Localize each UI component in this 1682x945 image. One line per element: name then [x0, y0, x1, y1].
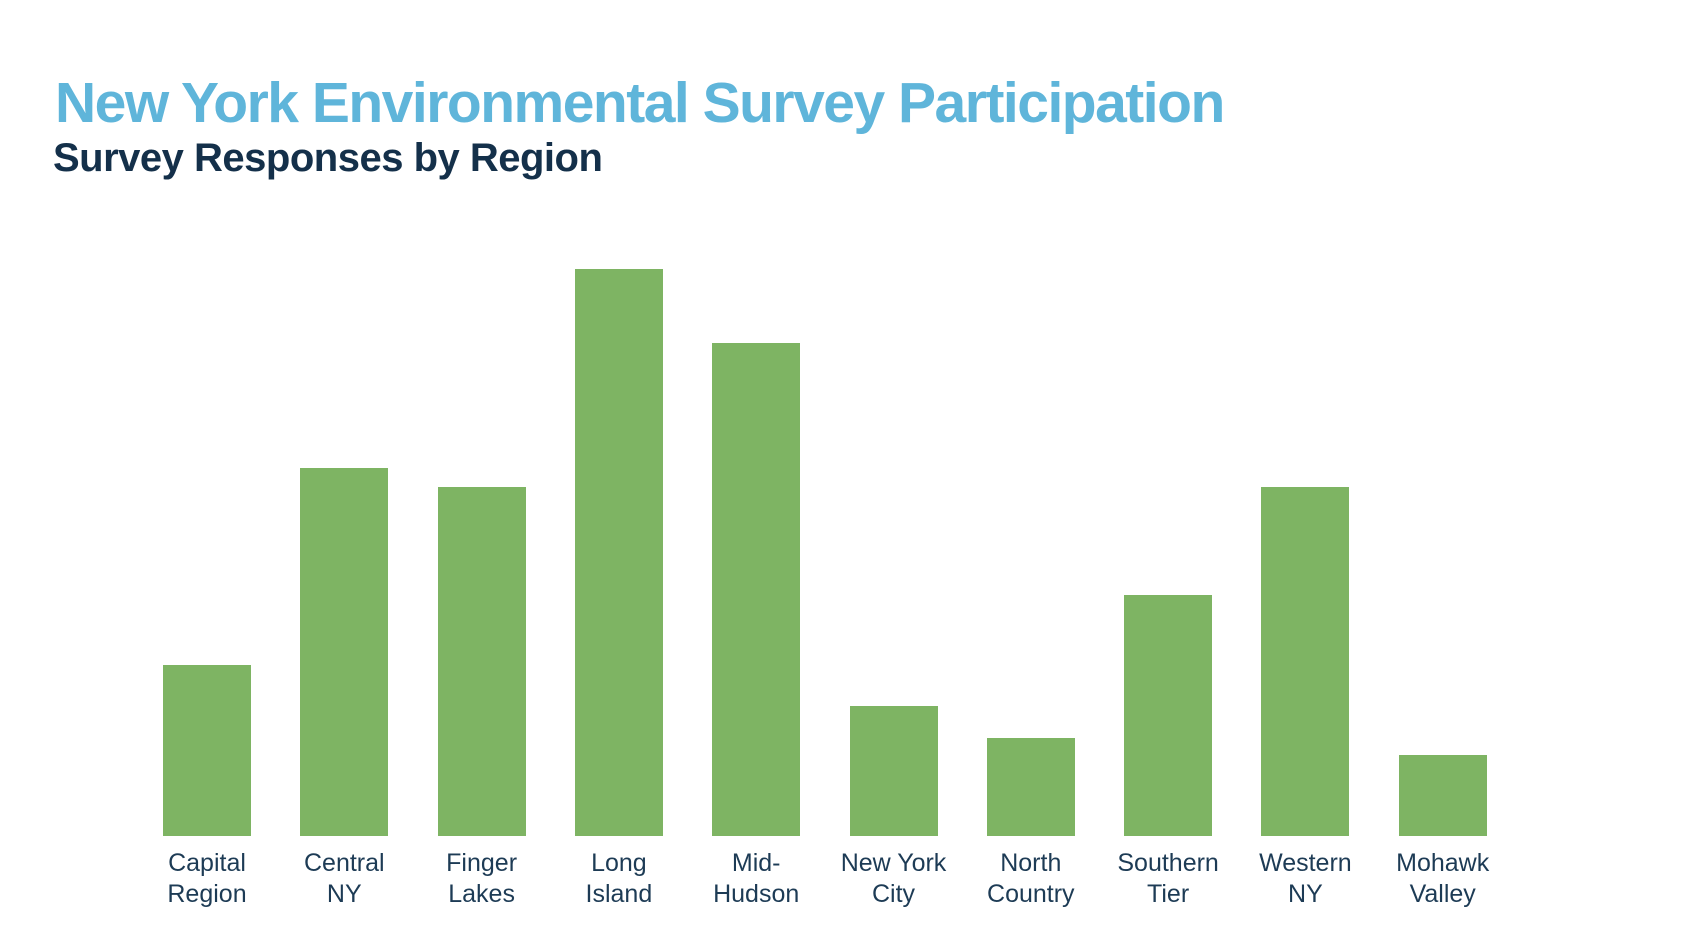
axis-label-new-york-city: New York City [840, 849, 947, 908]
axis-label-finger-lakes: Finger Lakes [446, 849, 518, 908]
page-subtitle: Survey Responses by Region [53, 136, 603, 181]
axis-label-mid-hudson: Mid- Hudson [713, 849, 800, 908]
axis-label-capital-region: Capital Region [167, 849, 247, 908]
bar-mohawk-valley [1398, 755, 1487, 836]
bar-new-york-city [849, 706, 938, 836]
page-title: New York Environmental Survey Participat… [55, 71, 1225, 136]
bar-long-island [574, 269, 663, 836]
bar-southern-tier [1124, 595, 1213, 836]
bar-central-ny [300, 468, 389, 836]
axis-label-north-country: North Country [987, 849, 1075, 908]
axis-label-southern-tier: Southern Tier [1117, 849, 1219, 908]
axis-label-western-ny: Western NY [1259, 849, 1352, 908]
axis-label-mohawk-valley: Mohawk Valley [1396, 849, 1490, 908]
bar-capital-region [163, 665, 251, 836]
bar-north-country [986, 738, 1075, 836]
bar-western-ny [1261, 487, 1350, 836]
axis-label-long-island: Long Island [585, 849, 653, 908]
axis-label-central-ny: Central NY [304, 849, 385, 908]
bar-mid-hudson [712, 343, 801, 836]
bar-finger-lakes [437, 487, 526, 836]
